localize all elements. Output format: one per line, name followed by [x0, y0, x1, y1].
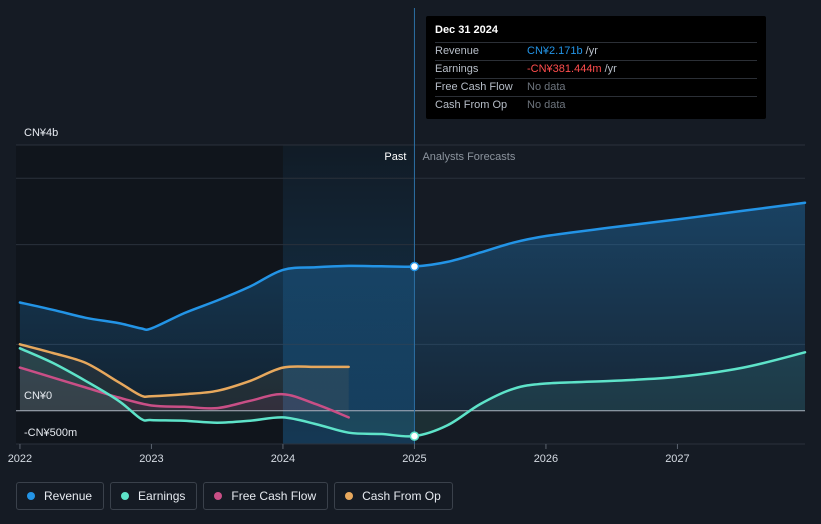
legend-label: Cash From Op — [362, 489, 441, 503]
legend-dot-icon — [345, 492, 354, 500]
series-area-revenue — [19, 202, 805, 411]
series-line-cash-from-op — [18, 343, 350, 399]
x-tick-label: 2027 — [665, 453, 689, 465]
series-line-earnings — [18, 347, 807, 438]
tooltip-row-free-cash-flow: Free Cash Flow No data — [435, 78, 757, 95]
tooltip-row-cash-from-op: Cash From Op No data — [435, 96, 757, 113]
tooltip-unit: /yr — [604, 63, 617, 75]
forecast-label: Analysts Forecasts — [422, 151, 515, 163]
legend-label: Free Cash Flow — [231, 489, 317, 503]
y-label-bottom: -CN¥500m — [24, 427, 77, 439]
series-line-revenue — [18, 201, 807, 331]
tooltip-row-earnings: Earnings -CN¥381.444m /yr — [435, 60, 757, 77]
tooltip-value: No data — [527, 81, 566, 93]
legend: Revenue Earnings Free Cash Flow Cash Fro… — [16, 482, 453, 510]
x-tick-label: 2026 — [534, 453, 558, 465]
y-label-top: CN¥4b — [24, 127, 58, 139]
legend-dot-icon — [214, 492, 223, 500]
highlight-point-earnings — [409, 431, 420, 441]
x-tick-label: 2023 — [139, 453, 163, 465]
legend-dot-icon — [121, 492, 130, 500]
legend-item-revenue[interactable]: Revenue — [16, 482, 105, 510]
past-label: Past — [384, 151, 406, 163]
tooltip-value: No data — [527, 99, 566, 111]
y-label-zero: CN¥0 — [24, 390, 52, 402]
tooltip-label: Free Cash Flow — [435, 81, 513, 93]
tooltip-label: Revenue — [435, 45, 480, 57]
x-tick-label: 2024 — [271, 453, 295, 465]
chart: CN¥4b CN¥0 -CN¥500m Past Analysts Foreca… — [8, 8, 807, 465]
series-line-free-cash-flow — [18, 366, 350, 419]
tooltip-label: Earnings — [435, 63, 479, 75]
legend-item-earnings[interactable]: Earnings — [110, 482, 198, 510]
legend-item-free-cash-flow[interactable]: Free Cash Flow — [203, 482, 329, 510]
legend-item-cash-from-op[interactable]: Cash From Op — [334, 482, 453, 510]
series-area-free-cash-flow — [19, 367, 349, 418]
tooltip-date: Dec 31 2024 — [435, 24, 498, 36]
series-area-earnings — [19, 348, 805, 437]
legend-label: Revenue — [44, 489, 93, 503]
series-areas — [19, 202, 805, 437]
data-tooltip: Dec 31 2024 Revenue CN¥2.171b /yr Earnin… — [426, 16, 766, 119]
highlight-markers — [409, 261, 420, 441]
legend-label: Earnings — [138, 489, 186, 503]
x-axis-ticks: 2022 2023 2024 2025 2026 2027 — [8, 444, 690, 465]
tooltip-label: Cash From Op — [435, 99, 508, 111]
x-tick-label: 2022 — [8, 453, 32, 465]
legend-dot-icon — [27, 492, 35, 500]
tooltip-row-revenue: Revenue CN¥2.171b /yr — [435, 42, 757, 59]
series-lines — [18, 201, 807, 438]
x-tick-label: 2025 — [402, 453, 426, 465]
tooltip-value: -CN¥381.444m — [527, 63, 602, 75]
highlight-point-revenue — [409, 261, 420, 272]
tooltip-value: CN¥2.171b — [527, 45, 583, 57]
series-area-cash-from-op — [19, 344, 349, 411]
tooltip-unit: /yr — [585, 45, 598, 57]
